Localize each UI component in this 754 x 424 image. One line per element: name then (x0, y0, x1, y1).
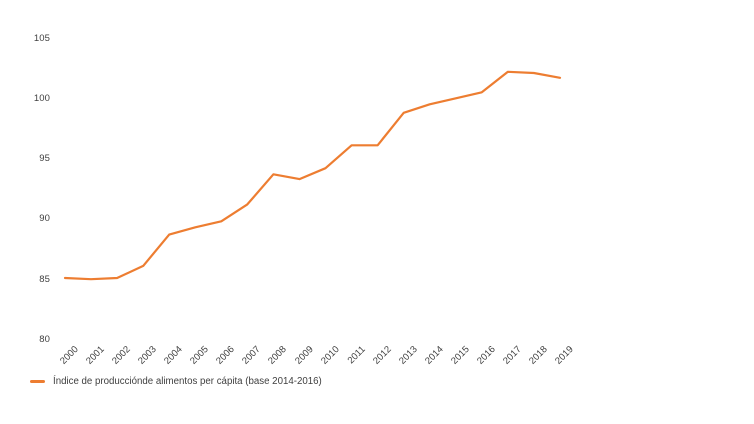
y-tick-label: 85 (39, 273, 50, 285)
y-tick-label: 80 (39, 334, 50, 345)
chart-legend: Índice de producciónde alimentos per cáp… (30, 376, 322, 387)
y-tick-label: 95 (39, 153, 50, 165)
series-line (63, 70, 562, 281)
legend-series-label: Índice de producciónde alimentos per cáp… (53, 376, 322, 387)
y-tick-label: 105 (33, 32, 50, 44)
y-tick-label: 90 (39, 213, 50, 225)
y-tick-label: 100 (33, 92, 50, 104)
legend-line-swatch-icon (30, 380, 45, 383)
